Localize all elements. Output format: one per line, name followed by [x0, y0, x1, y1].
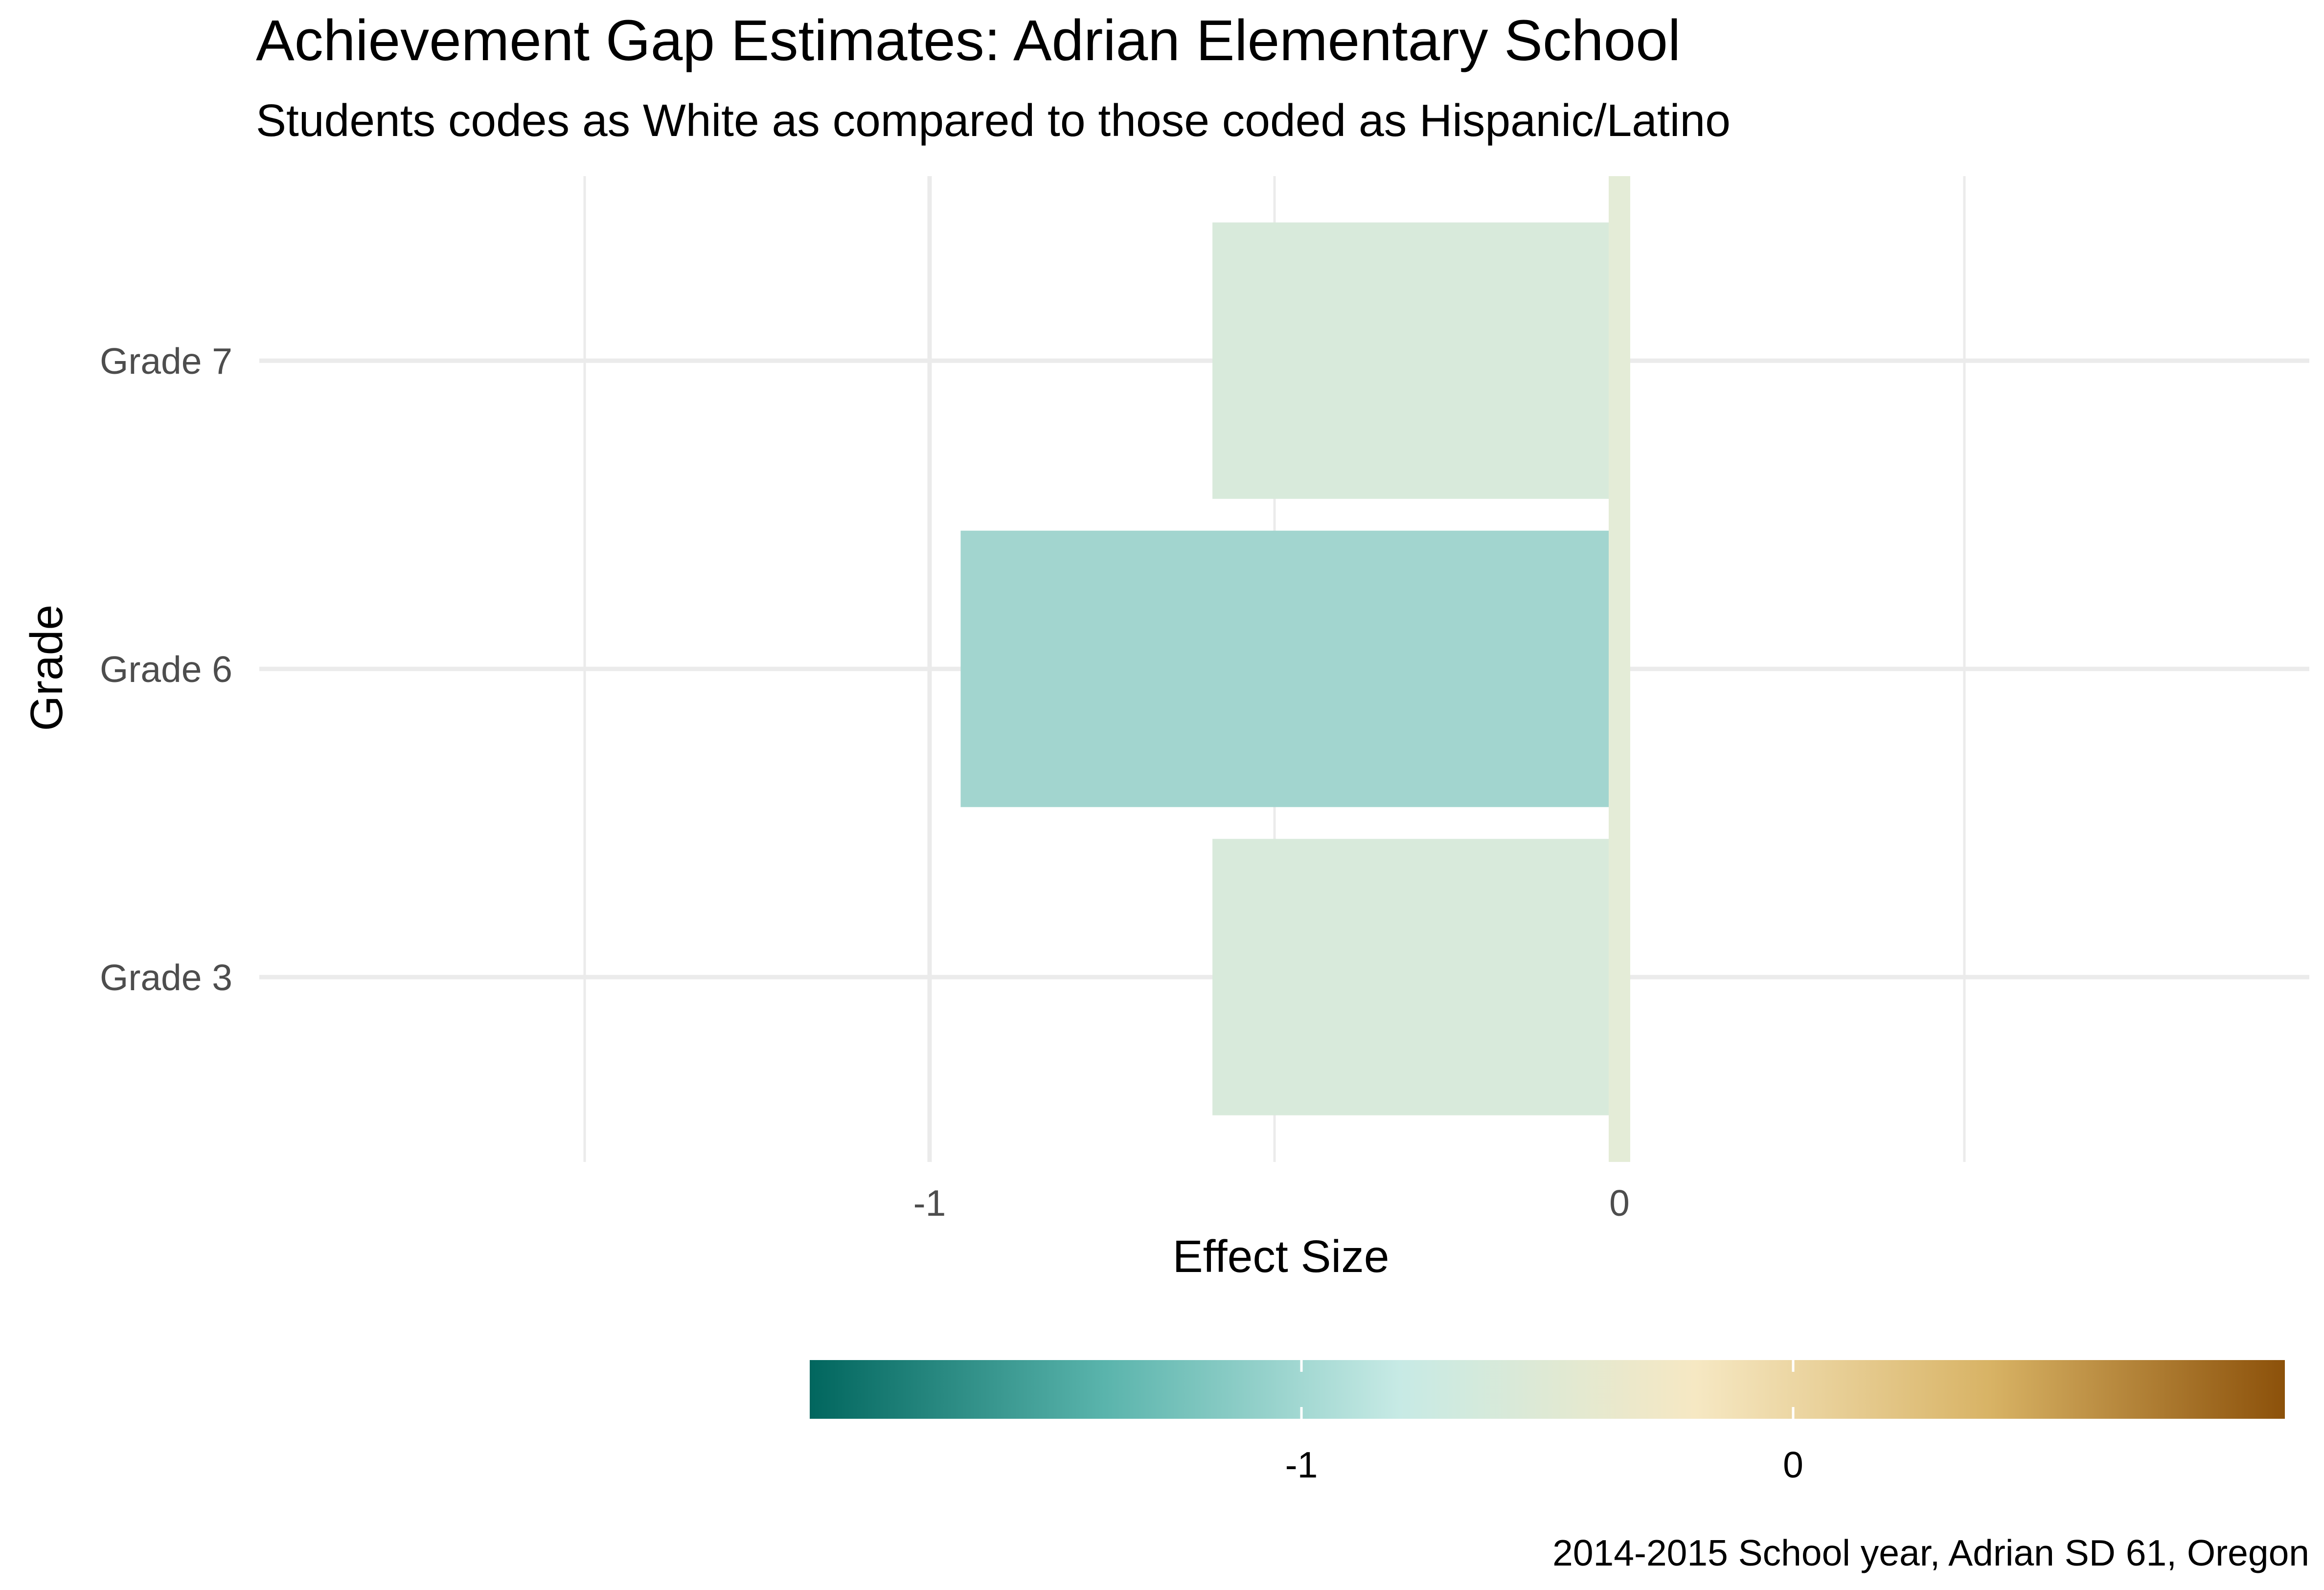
zero-reference-band [1609, 176, 1630, 1162]
chart-title: Achievement Gap Estimates: Adrian Elemen… [256, 8, 1681, 73]
x-tick-label: 0 [1609, 1182, 1630, 1224]
x-tick-label: -1 [913, 1182, 946, 1224]
colorbar-ticks: -1 0 [1285, 1360, 1803, 1485]
x-axis-label: Effect Size [1173, 1231, 1390, 1282]
colorbar-tick-label: 0 [1783, 1444, 1803, 1485]
bar-grade-7 [1212, 222, 1619, 499]
colorbar [810, 1360, 2285, 1419]
y-axis-label: Grade [21, 605, 72, 731]
plot-panel [259, 176, 2309, 1162]
colorbar-tick-label: -1 [1285, 1444, 1318, 1485]
bars [960, 222, 1619, 1115]
y-axis-ticks: Grade 3 Grade 6 Grade 7 [100, 341, 232, 998]
chart-subtitle: Students codes as White as compared to t… [256, 95, 1731, 146]
y-tick-label: Grade 7 [100, 341, 232, 382]
bar-grade-6 [960, 530, 1619, 807]
x-axis-ticks: -1 0 [913, 1182, 1630, 1224]
colorbar-legend: -1 0 [810, 1360, 2285, 1485]
y-tick-label: Grade 3 [100, 957, 232, 998]
y-tick-label: Grade 6 [100, 649, 232, 690]
bar-grade-3 [1212, 839, 1619, 1115]
chart-caption: 2014-2015 School year, Adrian SD 61, Ore… [1552, 1532, 2309, 1573]
